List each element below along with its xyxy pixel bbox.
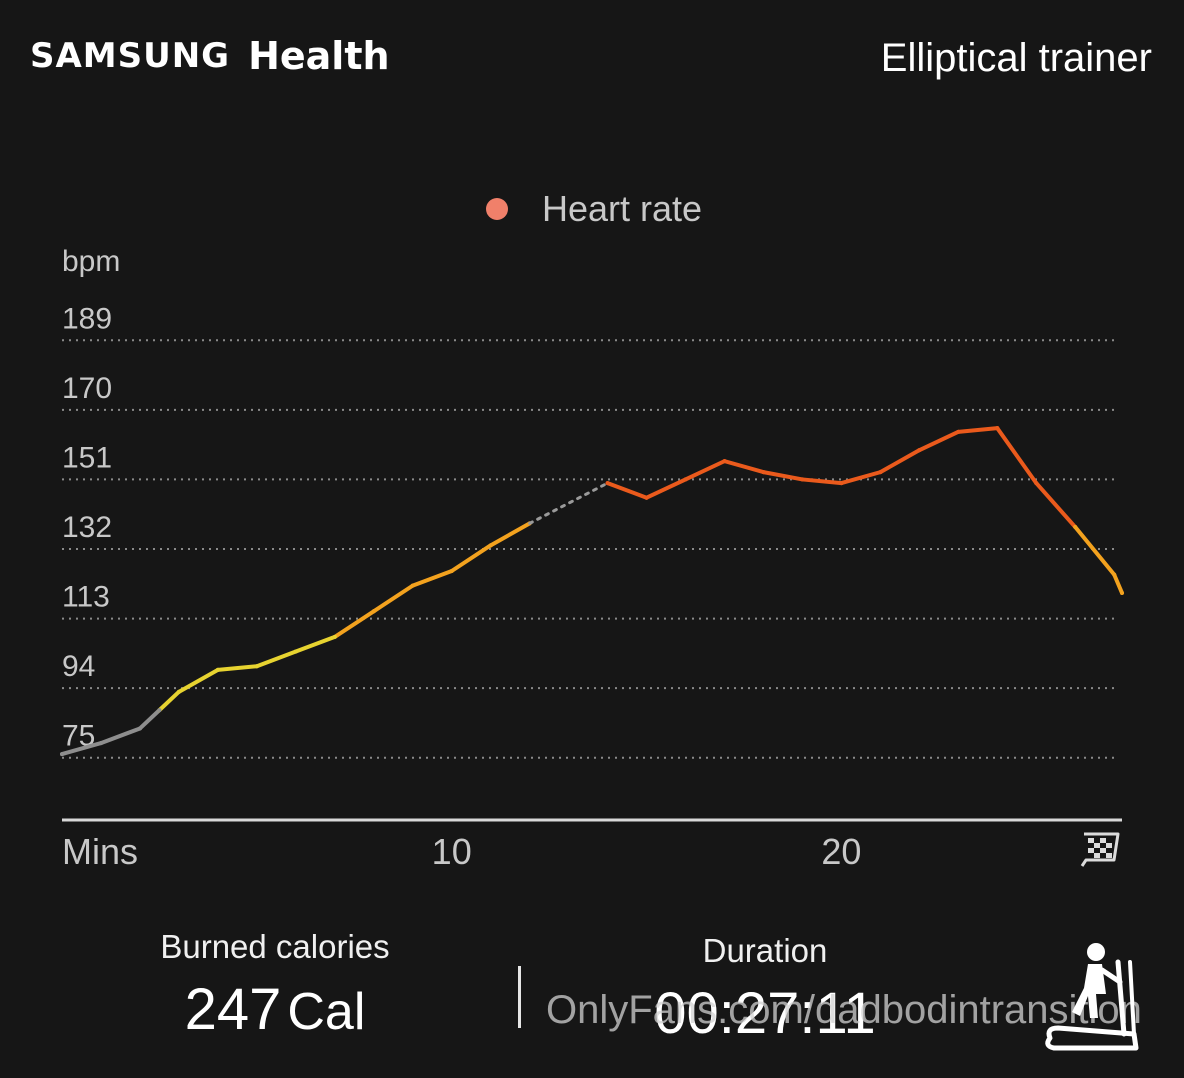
heart-rate-segment — [293, 634, 337, 654]
heart-rate-point — [254, 664, 259, 669]
y-tick-label: 151 — [62, 441, 112, 474]
calories-label: Burned calories — [160, 928, 390, 965]
heart-rate-segment — [332, 609, 376, 639]
heart-rate-segment — [449, 543, 493, 573]
watermark-text: OnlyFans.com/dadbodintransition — [546, 988, 1142, 1032]
activity-title: Elliptical trainer — [880, 36, 1152, 80]
heart-rate-point — [800, 477, 805, 482]
heart-rate-point — [839, 481, 844, 486]
heart-rate-point — [1112, 572, 1117, 577]
heart-rate-point — [60, 752, 64, 757]
heart-rate-point — [176, 689, 181, 694]
heart-rate-segment — [1034, 481, 1078, 530]
heart-rate-point — [917, 448, 922, 453]
heart-rate-gap-segment — [528, 481, 610, 525]
heart-rate-segment — [254, 649, 298, 669]
y-tick-label: 170 — [62, 372, 112, 405]
heart-rate-segment — [878, 448, 922, 475]
heart-rate-segment — [157, 689, 181, 713]
y-tick-label: 132 — [62, 511, 112, 544]
heart-rate-point — [371, 609, 376, 614]
x-axis-label: Mins — [62, 831, 138, 872]
legend-marker — [486, 198, 508, 220]
duration-label: Duration — [702, 932, 828, 969]
heart-rate-point — [722, 459, 727, 464]
heart-rate-segment — [1073, 525, 1117, 577]
heart-rate-segment — [98, 726, 142, 746]
heart-rate-segment — [683, 459, 727, 482]
brand-logo: SAMSUNG — [30, 36, 231, 76]
heart-rate-point — [1073, 525, 1078, 530]
heart-rate-point — [157, 708, 162, 713]
stat-divider — [518, 966, 521, 1028]
legend-label: Heart rate — [542, 188, 703, 229]
heart-rate-point — [488, 543, 493, 548]
heart-rate-segment — [956, 426, 1000, 434]
heart-rate-segment — [176, 667, 220, 694]
y-tick-label: 113 — [62, 581, 110, 614]
heart-rate-point — [1034, 481, 1039, 486]
checkered-flag-icon — [1078, 830, 1122, 873]
calories-value: 247 Cal — [120, 976, 430, 1043]
elliptical-trainer-icon — [1036, 938, 1146, 1059]
heart-rate-point — [1120, 590, 1124, 595]
heart-rate-segment — [839, 470, 883, 486]
calories-number: 247 — [184, 977, 282, 1042]
y-tick-label: 94 — [62, 650, 95, 683]
app-brand: SAMSUNG Health — [30, 28, 390, 84]
heart-rate-point — [410, 583, 415, 588]
duration-value: 00:27:11 — [654, 981, 876, 1046]
heart-rate-segment — [722, 459, 766, 475]
heart-rate-segment — [137, 708, 162, 731]
heart-rate-segment — [410, 568, 454, 588]
heart-rate-segment — [644, 477, 688, 500]
heart-rate-segment — [605, 481, 649, 500]
y-axis-unit: bpm — [62, 245, 121, 278]
heart-rate-point — [449, 568, 454, 573]
heart-rate-segment — [800, 477, 844, 486]
y-tick-label: 189 — [62, 302, 112, 335]
calories-unit: Cal — [287, 983, 366, 1041]
heart-rate-point — [956, 429, 961, 434]
heart-rate-point — [878, 470, 883, 475]
heart-rate-segment — [917, 429, 961, 453]
x-tick-label: 20 — [821, 831, 861, 872]
x-tick-label: 10 — [432, 831, 472, 872]
brand-app-name: Health — [248, 34, 390, 78]
heart-rate-segment — [215, 664, 259, 672]
heart-rate-segment — [995, 426, 1039, 486]
heart-rate-segment — [371, 583, 415, 614]
heart-rate-segment — [761, 470, 805, 482]
heart-rate-point — [98, 741, 103, 746]
heart-rate-point — [293, 649, 298, 654]
heart-rate-point — [644, 495, 649, 500]
heart-rate-point — [995, 426, 1000, 431]
chart-legend: Heart rate — [486, 188, 702, 230]
heart-rate-point — [332, 634, 337, 639]
heart-rate-point — [137, 726, 142, 731]
heart-rate-segment — [60, 741, 103, 757]
heart-rate-point — [761, 470, 766, 475]
duration-stat: Duration 00:27:11 — [610, 932, 920, 1047]
heart-rate-point — [683, 477, 688, 482]
heart-rate-segment — [1112, 572, 1124, 595]
heart-rate-segment — [488, 521, 532, 548]
heart-rate-point — [605, 481, 610, 486]
heart-rate-point — [215, 667, 220, 672]
calories-stat: Burned calories 247 Cal — [120, 928, 430, 1043]
